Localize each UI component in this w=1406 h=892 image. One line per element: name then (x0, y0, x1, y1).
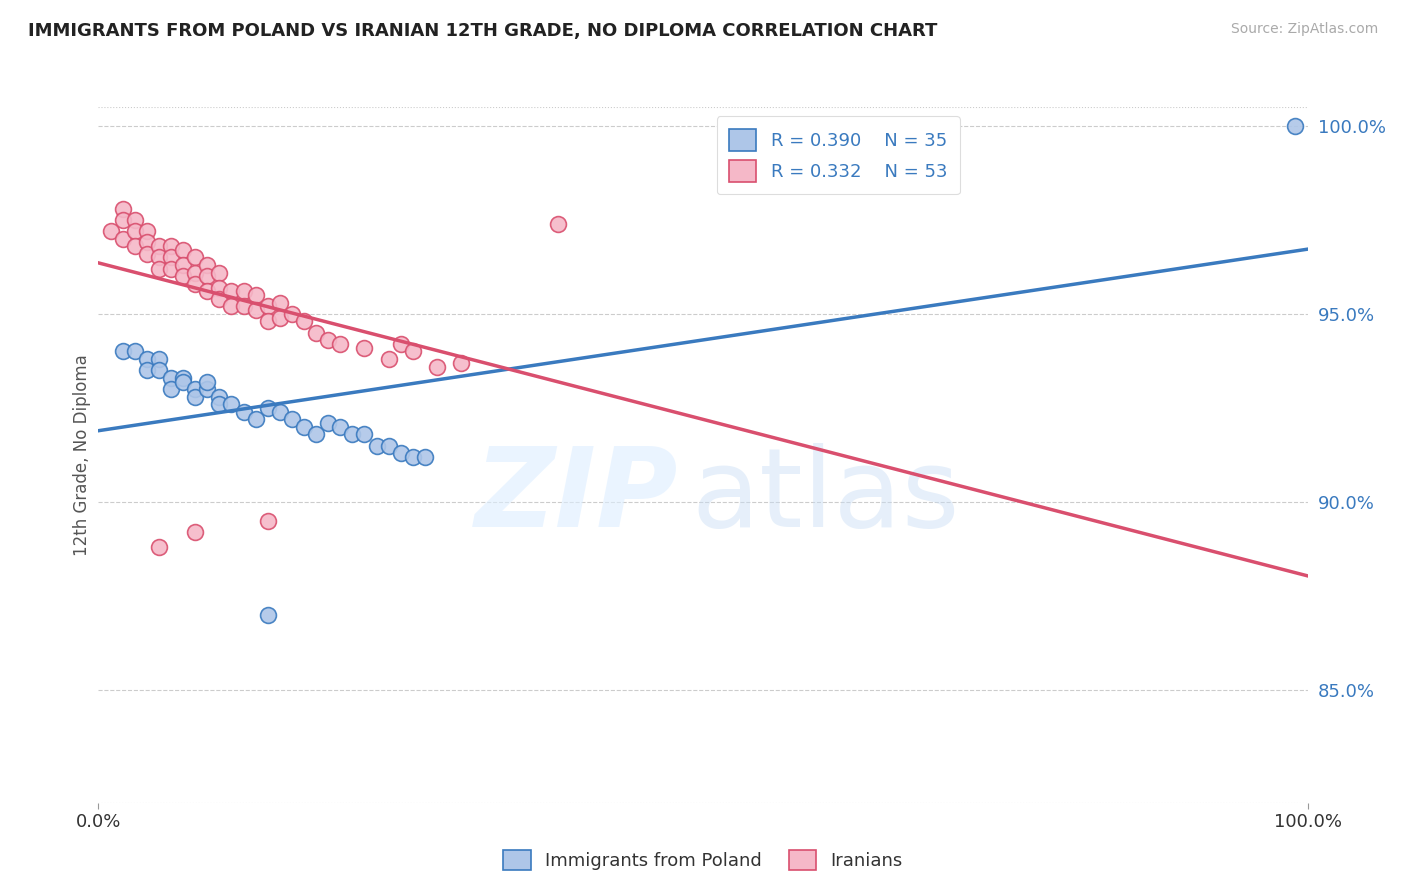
Point (329, 419, 352, 434)
Text: atlas: atlas (690, 443, 959, 550)
Y-axis label: 12th Grade, No Diploma: 12th Grade, No Diploma (73, 354, 91, 556)
Point (184, 390, 207, 404)
Point (389, 337, 412, 351)
Point (329, 337, 352, 351)
Point (281, 307, 304, 321)
Point (148, 351, 170, 366)
Point (377, 438, 399, 452)
Point (184, 277, 207, 291)
Point (111, 344, 134, 359)
Point (195, 269, 218, 284)
Point (124, 212, 146, 227)
Point (269, 310, 291, 325)
Legend: Immigrants from Poland, Iranians: Immigrants from Poland, Iranians (496, 843, 910, 877)
Point (195, 382, 218, 396)
Point (124, 224, 146, 238)
Point (1284, 119, 1306, 133)
Point (256, 607, 278, 622)
Point (160, 239, 183, 253)
Point (172, 375, 194, 389)
Point (124, 239, 146, 253)
Point (184, 524, 207, 539)
Point (353, 427, 375, 442)
Point (342, 427, 364, 442)
Point (160, 251, 183, 265)
Point (245, 303, 267, 318)
Point (160, 382, 183, 396)
Point (232, 285, 254, 299)
Point (208, 292, 231, 306)
Point (148, 540, 170, 554)
Point (195, 285, 218, 299)
Point (377, 351, 399, 366)
Point (111, 212, 134, 227)
Point (148, 251, 170, 265)
Point (256, 401, 278, 415)
Point (221, 299, 243, 313)
Point (316, 416, 339, 430)
Point (148, 363, 170, 377)
Text: Source: ZipAtlas.com: Source: ZipAtlas.com (1230, 22, 1378, 37)
Point (353, 341, 375, 355)
Point (269, 405, 291, 419)
Point (195, 375, 218, 389)
Point (256, 299, 278, 313)
Point (232, 405, 254, 419)
Point (172, 371, 194, 385)
Point (208, 280, 231, 294)
Point (208, 390, 231, 404)
Point (135, 351, 157, 366)
Point (281, 412, 304, 426)
Point (402, 450, 425, 464)
Point (135, 363, 157, 377)
Point (160, 371, 183, 385)
Text: ZIP: ZIP (475, 443, 679, 550)
Point (256, 514, 278, 528)
Point (547, 217, 569, 231)
Point (135, 246, 157, 260)
Point (184, 266, 207, 280)
Point (402, 344, 425, 359)
Point (148, 239, 170, 253)
Point (305, 427, 328, 442)
Point (160, 261, 183, 276)
Point (124, 344, 146, 359)
Point (256, 314, 278, 328)
Point (148, 261, 170, 276)
Point (232, 299, 254, 313)
Point (245, 412, 267, 426)
Point (305, 326, 328, 340)
Point (111, 202, 134, 216)
Point (389, 446, 412, 460)
Point (100, 224, 122, 238)
Point (135, 235, 157, 250)
Point (450, 356, 472, 370)
Point (135, 224, 157, 238)
Point (208, 266, 231, 280)
Point (208, 397, 231, 411)
Point (221, 397, 243, 411)
Point (111, 232, 134, 246)
Point (172, 258, 194, 272)
Point (172, 243, 194, 257)
Point (221, 285, 243, 299)
Point (172, 269, 194, 284)
Point (269, 295, 291, 310)
Text: IMMIGRANTS FROM POLAND VS IRANIAN 12TH GRADE, NO DIPLOMA CORRELATION CHART: IMMIGRANTS FROM POLAND VS IRANIAN 12TH G… (28, 22, 938, 40)
Point (413, 450, 436, 464)
Point (195, 258, 218, 272)
Point (366, 438, 388, 452)
Point (245, 288, 267, 302)
Point (316, 333, 339, 347)
Point (426, 359, 449, 374)
Point (292, 314, 315, 328)
Point (184, 251, 207, 265)
Point (292, 419, 315, 434)
Point (184, 382, 207, 396)
